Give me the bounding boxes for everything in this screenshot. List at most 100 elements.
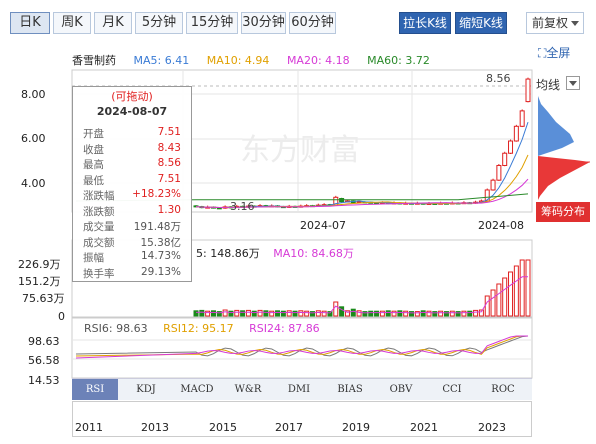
tab-15min[interactable]: 15分钟: [186, 12, 238, 34]
candle[interactable]: [216, 207, 222, 210]
tooltip-row: 成交额 15.38亿: [73, 235, 191, 251]
volume-bar: [210, 310, 216, 317]
tooltip-row: 涨跌额 1.30: [73, 204, 191, 220]
chip-area-blue: [538, 96, 574, 156]
volume-bar: [513, 265, 519, 317]
candle[interactable]: [490, 179, 496, 191]
tab-macd[interactable]: MACD: [180, 384, 214, 395]
volume-bar: [496, 283, 502, 317]
tab-daily-k[interactable]: 日K: [10, 12, 50, 34]
tab-monthly-k[interactable]: 月K: [94, 12, 132, 34]
volume-bar: [199, 309, 205, 317]
adjust-select[interactable]: 前复权: [526, 12, 584, 34]
tooltip-value: 7.51: [157, 172, 181, 185]
tab-dmi[interactable]: DMI: [287, 384, 311, 395]
ma5-value: MA5: 6.41: [133, 54, 190, 67]
timeline-year: 2013: [141, 421, 169, 434]
volume-bar: [309, 311, 315, 317]
tooltip-value: +18.23%: [132, 188, 181, 200]
tooltip-row: 收盘 8.43: [73, 142, 191, 158]
timeline-navigator[interactable]: 2011 2013 2015 2017 2019 2021 2023: [72, 401, 532, 437]
candle[interactable]: [508, 140, 514, 154]
tooltip-key: 涨跌幅: [83, 190, 115, 202]
tooltip-date: 2024-08-07: [96, 105, 168, 118]
volume-bar: [193, 310, 199, 317]
tab-30min[interactable]: 30分钟: [241, 12, 286, 34]
volume-bar: [432, 311, 438, 317]
candle[interactable]: [496, 164, 502, 181]
timeline-year: 2017: [275, 421, 303, 434]
volume-bar: [315, 310, 321, 317]
volume-bar: [478, 309, 484, 317]
volume-bar: [461, 310, 467, 317]
volume-tick: 0: [58, 310, 65, 323]
volume-bar: [327, 311, 333, 317]
candle[interactable]: [519, 110, 525, 127]
volume-bar: [304, 310, 310, 317]
tab-kdj[interactable]: KDJ: [136, 384, 156, 395]
rsi6-line: [75, 335, 529, 357]
timeline-year: 2019: [342, 421, 370, 434]
tab-wr[interactable]: W&R: [234, 384, 262, 395]
volume-bar: [502, 277, 508, 317]
volume-bar: [286, 310, 292, 317]
candle[interactable]: [484, 189, 490, 202]
tooltip-key: 成交量: [83, 221, 115, 233]
timeline-year: 2023: [478, 421, 506, 434]
candle[interactable]: [502, 152, 508, 166]
volume-bar: [356, 310, 362, 317]
tab-roc[interactable]: ROC: [491, 384, 515, 395]
ohlc-tooltip[interactable]: (可拖动) 2024-08-07 开盘 7.51 收盘 8.43 最高 8.56 最低 7.5…: [72, 86, 192, 282]
date-tick: 2024-07: [300, 219, 346, 232]
tooltip-key: 振幅: [83, 252, 104, 264]
tooltip-key: 最低: [83, 174, 104, 187]
tooltip-value: 8.56: [157, 157, 181, 169]
chip-dropdown[interactable]: [566, 76, 580, 90]
candle[interactable]: [525, 78, 531, 103]
tooltip-row: 开盘 7.51: [73, 126, 191, 142]
tab-cci[interactable]: CCI: [442, 384, 462, 395]
tooltip-value: 14.73%: [140, 250, 181, 262]
volume-bar: [298, 310, 304, 317]
volume-bar: [321, 310, 327, 317]
fullscreen-icon: ⛶: [538, 46, 547, 60]
volume-bar: [263, 310, 269, 317]
ma60-line: [75, 193, 529, 202]
indicator-tabs: RSI KDJ MACD W&R DMI BIAS OBV CCI ROC: [72, 378, 532, 400]
tab-60min[interactable]: 60分钟: [289, 12, 336, 34]
stretch-k-button[interactable]: 拉长K线: [399, 12, 451, 34]
fullscreen-label: 全屏: [546, 46, 571, 60]
volume-bar: [251, 310, 257, 317]
volume-tick: 226.9万: [18, 258, 61, 271]
tab-bias[interactable]: BIAS: [337, 384, 363, 395]
chip-distribution-button[interactable]: 筹码分布: [536, 202, 590, 222]
tooltip-value: 1.30: [157, 203, 181, 216]
volume-bar: [240, 310, 246, 317]
timeline-year: 2015: [209, 421, 237, 434]
volume-bar: [414, 311, 420, 317]
ma-legend: 香雪制药 MA5: 6.41 MA10: 4.94 MA20: 4.18 MA6…: [72, 52, 444, 67]
tooltip-value: 15.38亿: [140, 236, 181, 249]
rsi-tick: 14.53: [28, 374, 60, 387]
volume-bar: [525, 259, 531, 317]
volume-bar: [449, 310, 455, 317]
rsi6-value: RSI6: 98.63: [84, 322, 148, 335]
tab-obv[interactable]: OBV: [389, 384, 413, 395]
tooltip-key: 涨跌额: [83, 205, 115, 218]
candle[interactable]: [513, 125, 519, 142]
ma10-value: MA10: 4.94: [206, 54, 270, 67]
tab-rsi[interactable]: RSI: [72, 379, 118, 400]
volume-bar: [275, 310, 281, 317]
fullscreen-button[interactable]: ⛶全屏: [538, 44, 570, 61]
volume-ma5-value: 5: 148.86万: [196, 247, 260, 260]
volume-bar: [344, 310, 350, 317]
shrink-k-button[interactable]: 缩短K线: [455, 12, 507, 34]
volume-tick: 75.63万: [22, 292, 65, 305]
chip-ma-tab[interactable]: 均线: [536, 78, 561, 92]
ma60-value: MA60: 3.72: [367, 54, 430, 67]
rsi24-value: RSI24: 87.86: [249, 322, 320, 335]
tab-weekly-k[interactable]: 周K: [53, 12, 91, 34]
tab-5min[interactable]: 5分钟: [135, 12, 183, 34]
tooltip-title: (可拖动): [111, 90, 153, 103]
chip-area-red: [538, 156, 590, 200]
